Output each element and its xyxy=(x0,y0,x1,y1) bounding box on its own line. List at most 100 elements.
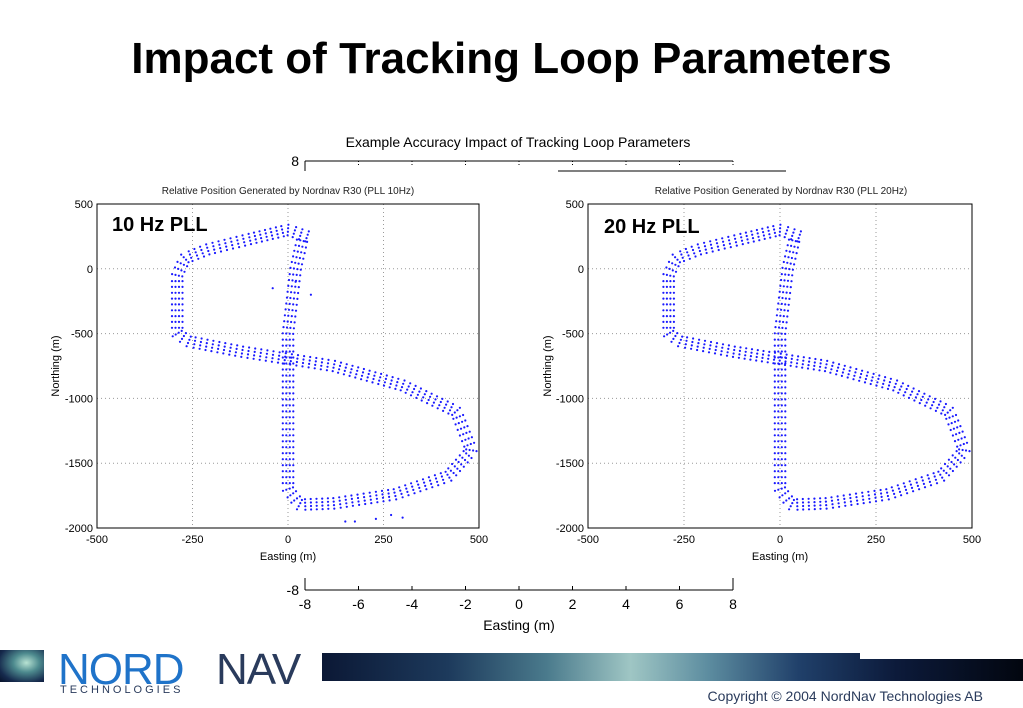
data-point xyxy=(387,492,390,495)
data-point xyxy=(288,458,291,461)
data-point xyxy=(288,434,291,437)
data-point xyxy=(944,402,948,406)
data-point xyxy=(849,500,853,503)
data-point xyxy=(456,409,459,412)
data-point xyxy=(374,490,377,493)
data-point xyxy=(400,386,404,389)
data-point xyxy=(684,247,688,251)
data-point xyxy=(784,255,787,258)
outer-chart-title: Example Accuracy Impact of Tracking Loop… xyxy=(346,134,691,150)
data-point xyxy=(772,358,776,361)
data-point xyxy=(708,347,711,350)
data-point xyxy=(431,404,434,407)
data-point xyxy=(896,379,899,382)
data-point xyxy=(338,496,341,499)
data-point xyxy=(298,256,301,260)
data-point xyxy=(854,492,858,495)
data-point xyxy=(188,253,191,256)
data-point xyxy=(294,309,298,312)
data-point xyxy=(677,265,680,268)
data-point xyxy=(292,452,295,455)
data-point xyxy=(774,326,777,329)
data-point xyxy=(304,501,307,504)
data-point xyxy=(467,454,470,457)
data-point xyxy=(288,344,291,347)
data-point xyxy=(456,428,459,431)
data-point xyxy=(292,255,295,258)
data-point xyxy=(873,489,876,492)
data-point xyxy=(285,488,288,491)
data-point xyxy=(848,493,852,496)
data-point xyxy=(697,342,700,345)
data-point xyxy=(421,478,425,481)
data-point xyxy=(819,362,822,365)
data-point xyxy=(932,472,935,475)
data-point xyxy=(852,378,855,381)
data-point xyxy=(252,231,256,234)
data-point xyxy=(918,488,921,491)
plot-grid xyxy=(588,204,972,528)
data-point xyxy=(936,406,939,409)
data-point xyxy=(784,344,787,347)
data-point xyxy=(698,338,701,341)
data-point xyxy=(179,262,182,265)
data-point xyxy=(367,372,370,376)
data-point xyxy=(801,501,805,504)
data-point xyxy=(407,385,410,388)
data-point xyxy=(702,346,705,349)
data-point xyxy=(890,486,893,489)
xtick-label: 250 xyxy=(867,534,885,546)
data-point xyxy=(801,366,804,369)
data-point xyxy=(954,456,957,459)
data-point xyxy=(768,233,771,236)
data-point xyxy=(843,497,846,500)
data-point xyxy=(796,501,799,504)
data-point xyxy=(698,249,702,253)
footer-aurora-bar xyxy=(322,653,1023,681)
data-point xyxy=(285,446,288,449)
data-point xyxy=(206,246,209,249)
data-point xyxy=(808,357,811,360)
data-point xyxy=(406,388,409,391)
data-point xyxy=(672,315,676,318)
data-point xyxy=(285,476,288,479)
data-point xyxy=(773,332,776,335)
data-point xyxy=(959,461,962,464)
data-point xyxy=(797,355,800,358)
data-point xyxy=(355,373,358,376)
data-point xyxy=(177,320,181,323)
data-point xyxy=(281,344,284,347)
data-point xyxy=(238,246,241,249)
data-point xyxy=(309,501,312,504)
data-point xyxy=(949,409,952,412)
data-point xyxy=(255,241,258,244)
data-point xyxy=(693,252,696,255)
data-point xyxy=(244,244,247,247)
data-point xyxy=(669,303,672,306)
data-point xyxy=(665,291,669,294)
data-point xyxy=(210,350,213,353)
data-point xyxy=(942,469,945,472)
data-point xyxy=(945,417,948,420)
data-point xyxy=(707,351,711,354)
data-point xyxy=(894,382,897,385)
data-point xyxy=(437,484,440,487)
data-point xyxy=(439,400,442,404)
data-point xyxy=(787,238,791,241)
data-point xyxy=(290,315,293,318)
data-point xyxy=(375,497,378,500)
data-point xyxy=(960,454,963,457)
data-point xyxy=(390,379,393,382)
data-point xyxy=(394,387,397,390)
data-point xyxy=(904,488,908,491)
data-point xyxy=(777,446,780,449)
data-point xyxy=(798,233,801,236)
data-point xyxy=(189,335,192,338)
data-point xyxy=(784,338,787,341)
data-point xyxy=(277,236,280,239)
data-point xyxy=(270,231,273,234)
data-point xyxy=(802,508,805,511)
data-point xyxy=(681,335,684,338)
data-point xyxy=(870,379,873,382)
data-point xyxy=(376,501,379,504)
